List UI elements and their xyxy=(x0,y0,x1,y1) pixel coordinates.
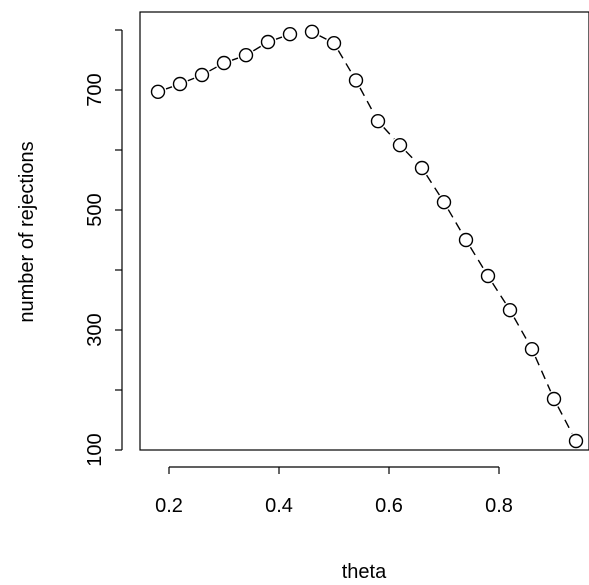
dashed-segment xyxy=(513,317,529,343)
dashed-segment xyxy=(426,174,440,196)
dashed-segment xyxy=(187,77,195,82)
x-tick-label: 0.8 xyxy=(485,495,513,517)
data-point xyxy=(216,55,232,71)
dashed-segment xyxy=(252,45,262,52)
y-tick-label: 700 xyxy=(84,73,106,106)
dashed-segment xyxy=(337,50,353,74)
data-point xyxy=(546,391,562,407)
data-point xyxy=(524,342,540,357)
y-axis: 100 300 500 700 xyxy=(84,29,123,467)
dashed-segment xyxy=(275,36,283,40)
data-point xyxy=(172,76,188,92)
data-point xyxy=(370,113,386,129)
y-tick-label: 100 xyxy=(84,433,106,466)
data-point xyxy=(326,36,342,51)
data-point xyxy=(150,84,166,100)
data-point xyxy=(348,73,364,88)
dashed-segment xyxy=(383,126,395,140)
dashed-segment xyxy=(231,57,239,61)
data-point xyxy=(282,27,298,42)
x-axis-label: theta xyxy=(342,561,387,583)
dashed-segment xyxy=(405,150,417,163)
x-tick-label: 0.6 xyxy=(375,495,403,517)
dashed-segments xyxy=(165,35,573,434)
x-tick-label: 0.4 xyxy=(265,495,293,517)
data-point xyxy=(414,160,430,176)
dashed-segment xyxy=(447,209,463,234)
dashed-segment xyxy=(557,406,573,434)
dashed-segment xyxy=(359,87,375,115)
y-tick-label: 300 xyxy=(84,313,106,346)
x-axis: 0.2 0.4 0.6 0.8 xyxy=(155,466,513,517)
dashed-segment xyxy=(165,86,173,90)
x-tick-label: 0.2 xyxy=(155,495,183,517)
data-point xyxy=(194,67,210,83)
data-point xyxy=(238,48,254,63)
data-point xyxy=(304,24,320,39)
data-point xyxy=(502,303,518,318)
data-point xyxy=(480,268,496,284)
data-point xyxy=(260,34,276,50)
dashed-segment xyxy=(319,35,327,40)
data-points xyxy=(150,24,584,449)
data-point xyxy=(392,137,408,153)
data-point xyxy=(436,194,452,210)
dashed-segment xyxy=(469,246,485,270)
plot-area-box xyxy=(139,11,589,451)
dashed-segment xyxy=(209,66,217,72)
dashed-segment xyxy=(534,356,552,392)
dashed-segment xyxy=(492,282,506,304)
data-point xyxy=(458,232,474,248)
y-axis-label: number of rejections xyxy=(16,141,38,322)
data-point xyxy=(568,433,584,449)
y-tick-label: 500 xyxy=(84,193,106,226)
